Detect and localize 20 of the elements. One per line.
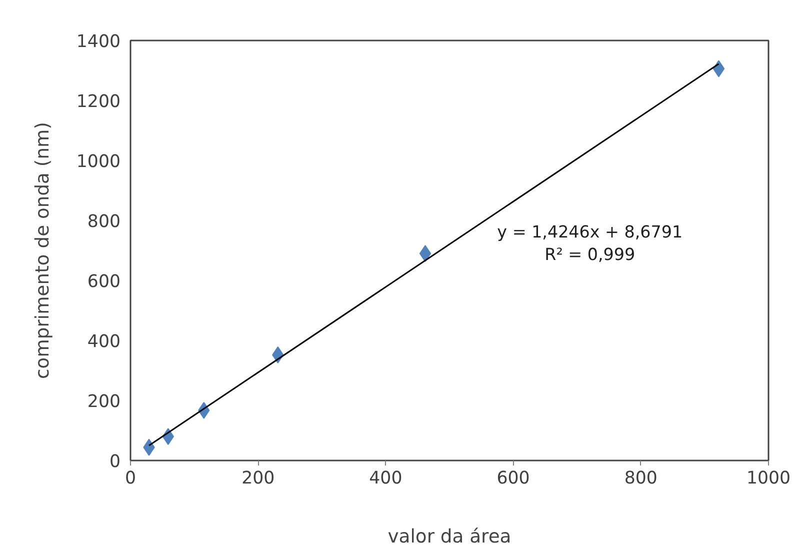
x-tick-label: 200 xyxy=(242,468,275,488)
annotation: R² = 0,999 xyxy=(544,245,636,264)
x-tick-label: 0 xyxy=(124,468,136,488)
x-tick-label: 1000 xyxy=(746,468,791,488)
y-tick-label: 600 xyxy=(87,272,121,292)
y-tick-label: 0 xyxy=(109,452,121,472)
y-tick-label: 200 xyxy=(87,392,121,412)
x-axis-title: valor da área xyxy=(388,526,512,548)
y-tick-label: 400 xyxy=(87,332,121,352)
point xyxy=(712,60,725,78)
y-tick-label: 800 xyxy=(87,212,121,232)
y-axis-title: comprimento de onda (nm) xyxy=(32,122,54,379)
y-tick-label: 1400 xyxy=(76,32,121,52)
x-tick-label: 400 xyxy=(369,468,402,488)
x-tick-label: 800 xyxy=(624,468,658,488)
point xyxy=(419,245,432,262)
y-tick-label: 1000 xyxy=(76,152,121,172)
annotation: y = 1,4246x + 8,6791 xyxy=(497,222,683,242)
x-tick-label: 600 xyxy=(496,468,530,488)
y-tick-label: 1200 xyxy=(76,92,121,112)
